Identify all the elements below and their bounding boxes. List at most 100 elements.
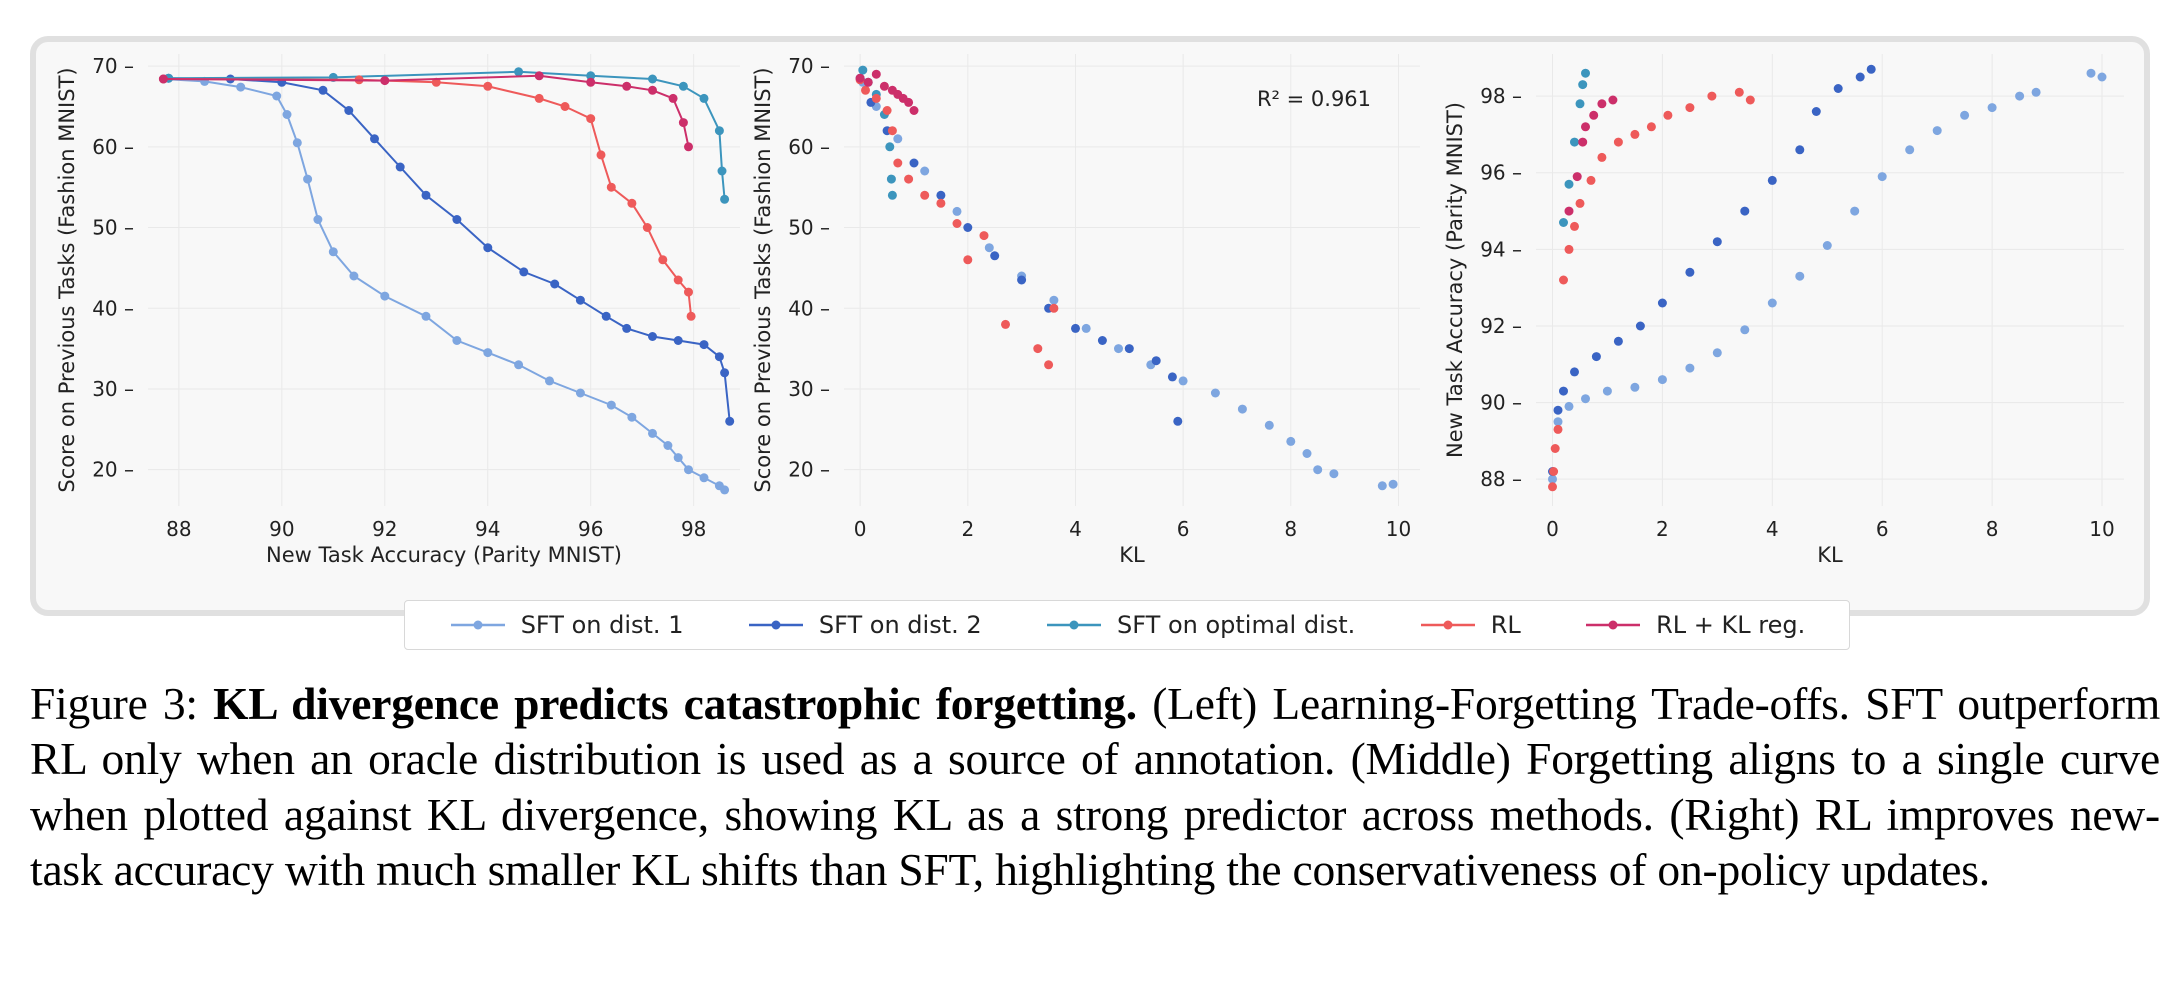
x-axis-label: New Task Accuracy (Parity MNIST): [266, 543, 622, 567]
data-point: [1570, 221, 1579, 231]
data-point: [349, 271, 359, 281]
data-point: [1581, 68, 1590, 78]
data-point: [2031, 87, 2041, 97]
x-tick-label: 92: [372, 517, 397, 541]
data-point: [2015, 91, 2025, 101]
x-tick-label: 4: [1766, 517, 1779, 541]
legend-item-sft-dist-2: SFT on dist. 2: [747, 611, 982, 639]
data-point: [1313, 465, 1323, 475]
series-rl: [1548, 87, 1755, 492]
data-point: [1589, 110, 1599, 120]
data-point: [673, 453, 683, 463]
data-point: [1377, 481, 1387, 491]
data-point: [642, 223, 652, 232]
data-point: [575, 388, 585, 398]
data-point: [1855, 72, 1865, 82]
data-point: [678, 81, 688, 91]
x-tick-label: 6: [1177, 517, 1190, 541]
data-point: [1237, 404, 1247, 414]
series-rl_kl: [1564, 95, 1618, 216]
data-point: [1572, 172, 1582, 182]
legend-label: RL + KL reg.: [1656, 611, 1806, 639]
data-point: [1151, 356, 1161, 366]
data-point: [370, 134, 379, 144]
series-line: [168, 70, 726, 200]
data-point: [534, 93, 544, 103]
data-point: [898, 93, 908, 103]
data-point: [586, 114, 596, 124]
data-point: [714, 126, 724, 136]
data-point: [920, 190, 930, 200]
data-point: [963, 255, 973, 265]
data-point: [936, 198, 946, 208]
data-point: [1564, 179, 1574, 189]
x-tick-label: 2: [1656, 517, 1669, 541]
y-tick-label: 40 –: [92, 296, 134, 320]
data-point: [861, 85, 870, 95]
legend-marker: [771, 620, 781, 630]
data-point: [1657, 298, 1667, 308]
data-point: [1745, 95, 1755, 105]
data-point: [622, 323, 632, 333]
legend-swatch-rl-kl: [1586, 620, 1641, 630]
legend-item-rl: RL: [1419, 611, 1521, 639]
data-point: [1932, 126, 1942, 136]
data-point: [452, 336, 462, 345]
data-point: [699, 473, 709, 483]
data-point: [1597, 99, 1607, 109]
data-point: [1044, 360, 1054, 370]
data-point: [1635, 321, 1645, 331]
series-sft1: [1548, 68, 2107, 484]
data-point: [887, 126, 897, 136]
data-point: [1114, 344, 1123, 354]
y-tick-label: 94 –: [1480, 237, 1522, 261]
data-point: [328, 247, 338, 257]
y-tick-label: 60 –: [788, 135, 830, 159]
data-point: [1553, 405, 1563, 415]
data-point: [882, 106, 892, 115]
data-point: [725, 416, 735, 426]
data-point: [717, 166, 727, 176]
data-point: [550, 279, 560, 289]
data-point: [1685, 267, 1695, 277]
y-tick-label: 50 –: [788, 216, 830, 240]
data-point: [936, 190, 946, 200]
legend-swatch-sft-dist-1: [450, 620, 505, 630]
data-point: [885, 142, 895, 152]
y-tick-label: 50 –: [92, 216, 134, 240]
data-point: [313, 215, 323, 224]
y-axis-label: Score on Previous Tasks (Fashion MNIST): [55, 67, 79, 492]
data-point: [601, 311, 611, 321]
data-point: [720, 485, 730, 495]
y-tick-label: 96 –: [1480, 161, 1522, 185]
data-point: [1630, 129, 1640, 139]
series-sft1: [158, 74, 730, 495]
chart-2: 0 2 4 6 8 10 20 – 30 – 40 – 50 – 60 – 70 – KL Score o…: [751, 54, 1420, 567]
legend-item-rl-kl: RL + KL reg.: [1584, 611, 1805, 639]
data-point: [1550, 444, 1560, 453]
y-tick-label: 30 –: [92, 377, 134, 401]
data-point: [1167, 372, 1177, 382]
data-point: [1549, 467, 1559, 476]
data-point: [483, 243, 493, 253]
y-tick-label: 92 –: [1480, 314, 1522, 338]
data-point: [863, 77, 873, 87]
data-point: [586, 71, 596, 81]
y-tick-label: 70 –: [92, 54, 134, 78]
data-point: [452, 215, 462, 224]
data-point: [1001, 319, 1010, 329]
x-axis-label: KL: [1119, 543, 1145, 567]
y-tick-label: 40 –: [788, 296, 830, 320]
data-point: [684, 465, 693, 475]
data-point: [858, 65, 868, 75]
data-point: [952, 219, 962, 228]
data-point: [893, 158, 903, 168]
data-point: [514, 360, 524, 370]
data-point: [596, 150, 606, 160]
x-tick-label: 90: [269, 517, 294, 541]
data-point: [483, 348, 493, 358]
data-point: [1264, 420, 1274, 430]
data-point: [303, 174, 313, 184]
legend: SFT on dist. 1 SFT on dist. 2 SFT on opt…: [404, 600, 1850, 650]
